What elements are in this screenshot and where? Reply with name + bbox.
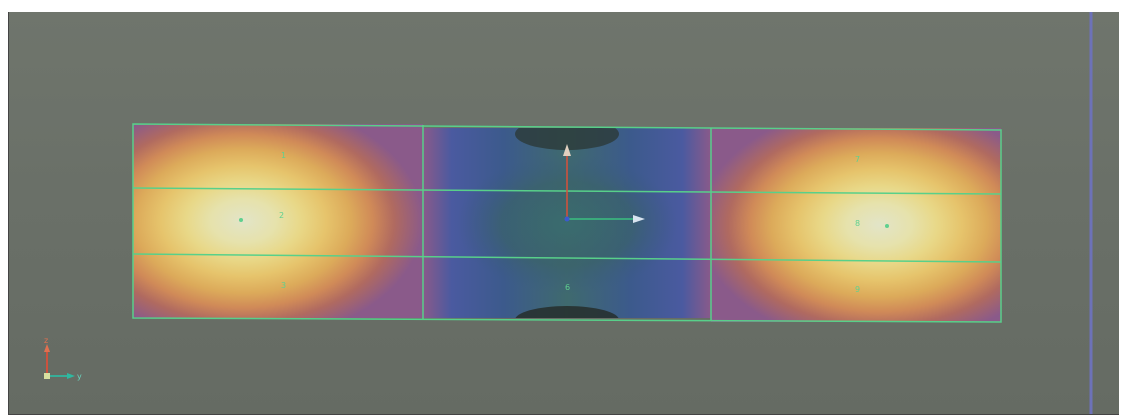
xyz-triad-icon[interactable] — [563, 144, 645, 223]
mesh-label-2: 2 — [279, 211, 284, 220]
corner-axis-label-horizontal: y — [77, 372, 82, 381]
view-axis-icon: z y — [44, 336, 82, 381]
node-marker-left — [239, 218, 243, 222]
mesh-label-1: 1 — [281, 151, 286, 160]
mesh-row-line-2 — [132, 253, 1002, 263]
mesh-label-7: 7 — [855, 155, 860, 164]
mesh-scene[interactable]: 1 2 3 6 7 8 9 z — [9, 12, 1119, 414]
cold-spot-bottom — [515, 306, 619, 318]
contour-panel-right — [711, 128, 1001, 322]
mesh-label-6: 6 — [565, 283, 570, 292]
cold-spot-top — [515, 128, 619, 150]
mesh-label-8: 8 — [855, 219, 860, 228]
mesh-label-9: 9 — [855, 285, 860, 294]
contour-panel-left — [133, 124, 423, 318]
mesh-label-3: 3 — [281, 281, 286, 290]
corner-axis-label-vertical: z — [44, 336, 48, 345]
3d-viewport[interactable]: 1 2 3 6 7 8 9 z — [8, 12, 1119, 415]
mesh-grid — [132, 123, 1002, 323]
node-marker-right — [885, 224, 889, 228]
